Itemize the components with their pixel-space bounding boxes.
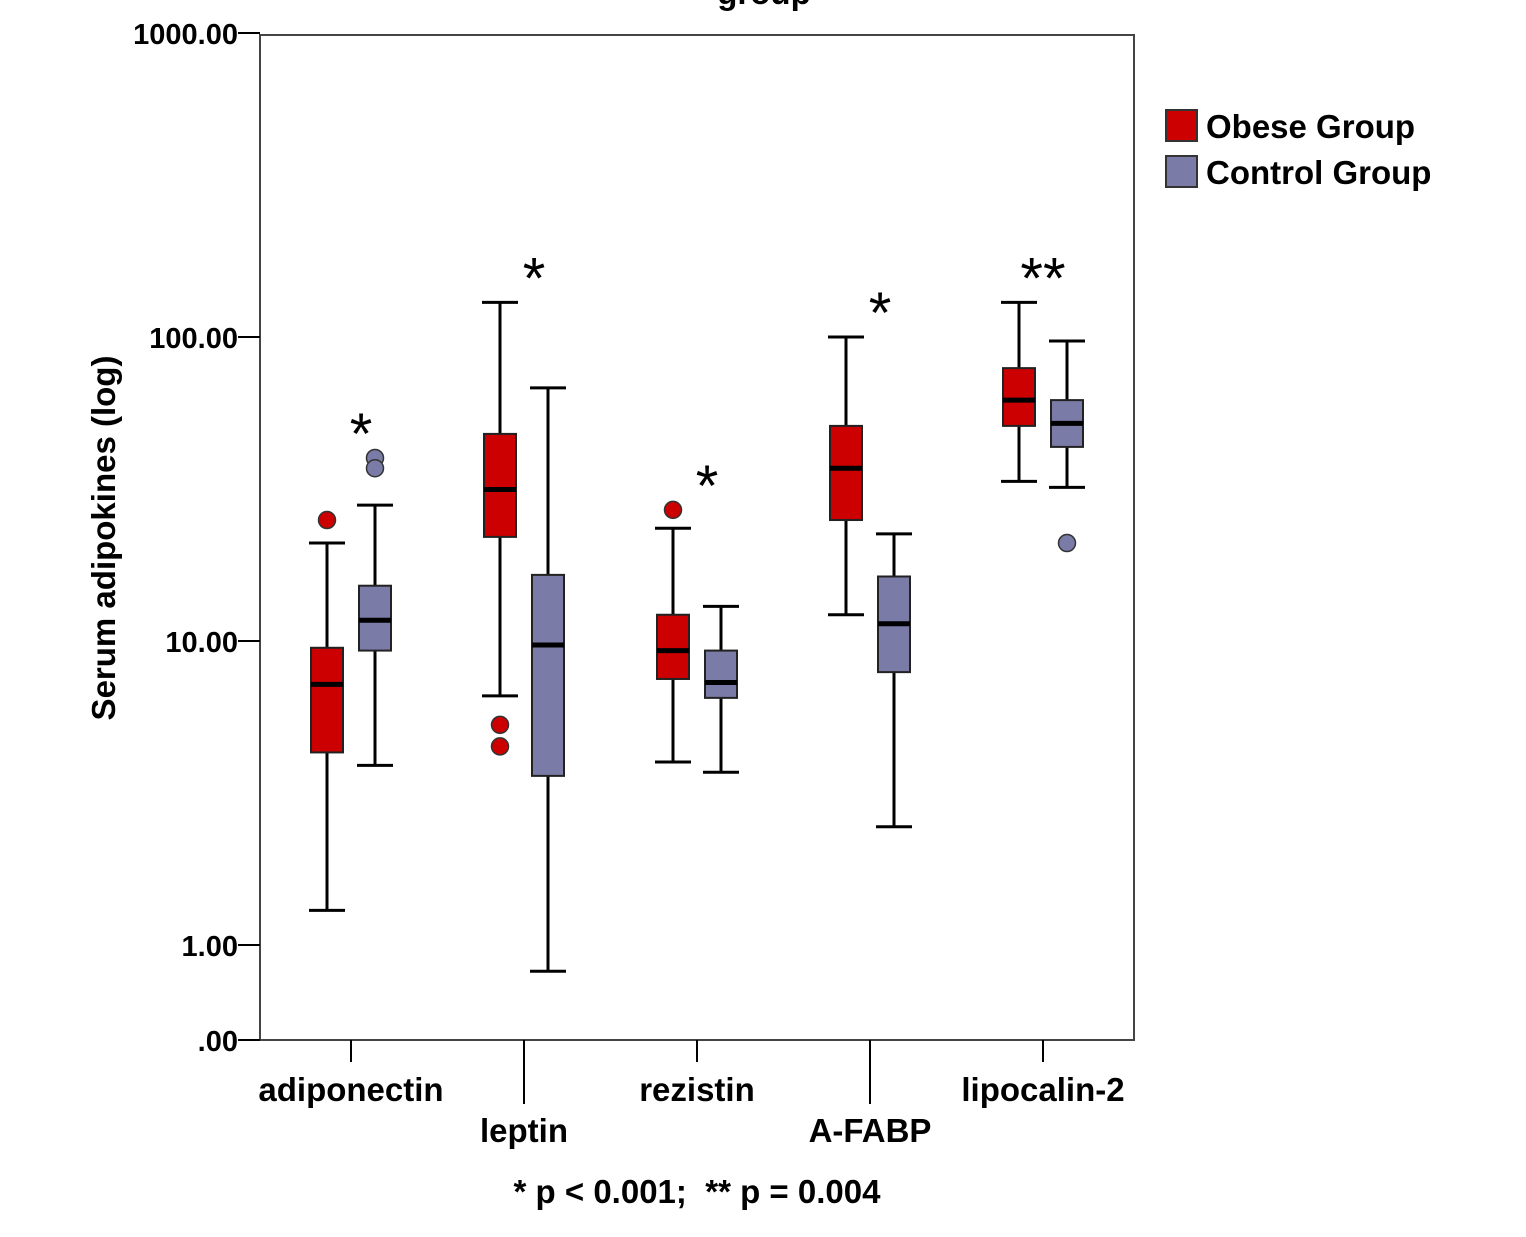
x-category-label: adiponectin xyxy=(258,1071,443,1108)
iqr-box xyxy=(310,646,344,754)
significance-mark: * xyxy=(350,402,373,467)
y-axis: .00 1.00 10.00 100.00 1000.00 xyxy=(133,19,260,1058)
iqr-box xyxy=(829,424,863,522)
box-A-FABP-obese xyxy=(828,335,864,617)
significance-marks: ****** xyxy=(350,246,1066,519)
box-rezistin-control xyxy=(703,604,739,774)
y-axis-title: Serum adipokines (log) xyxy=(85,356,122,721)
iqr-box xyxy=(1002,367,1036,427)
iqr-box xyxy=(483,432,517,538)
outlier-point xyxy=(490,737,510,756)
box-lipocalin-2-control xyxy=(1049,339,1085,553)
outlier-point xyxy=(490,715,510,735)
box-leptin-control xyxy=(530,386,566,973)
legend-swatch xyxy=(1165,155,1198,188)
box-series xyxy=(309,300,1085,973)
y-tick-label: 1000.00 xyxy=(133,19,238,51)
x-axis: adiponectin leptin rezistin A-FABP lipocalin… xyxy=(258,1040,1125,1149)
x-category-label: A-FABP xyxy=(809,1112,932,1149)
legend: Obese Group Control Group xyxy=(1165,108,1431,191)
y-tick-label: 1.00 xyxy=(182,931,238,963)
iqr-box xyxy=(656,613,690,680)
significance-mark: * xyxy=(696,454,719,519)
significance-mark: * xyxy=(869,281,892,346)
plot-area-frame xyxy=(259,34,1135,1041)
y-tick-label: .00 xyxy=(198,1026,238,1058)
y-tick-label: 10.00 xyxy=(165,627,238,659)
y-tick-label: 100.00 xyxy=(149,323,238,355)
box-adiponectin-control xyxy=(357,448,393,767)
x-category-label: rezistin xyxy=(639,1071,755,1108)
box-rezistin-obese xyxy=(655,500,691,764)
legend-swatch xyxy=(1165,109,1198,142)
significance-mark: * xyxy=(523,246,546,311)
box-leptin-obese xyxy=(482,300,518,756)
outlier-point xyxy=(663,500,683,520)
significance-mark: ** xyxy=(1020,246,1065,311)
legend-label: Obese Group xyxy=(1206,108,1415,145)
box-adiponectin-obese xyxy=(309,510,345,912)
box-A-FABP-control xyxy=(876,532,912,829)
x-category-label: lipocalin-2 xyxy=(961,1071,1124,1108)
iqr-box xyxy=(531,573,565,777)
chart-title: group xyxy=(717,0,810,11)
outlier-point xyxy=(1057,533,1077,553)
box-lipocalin-2-obese xyxy=(1001,300,1037,483)
significance-footnote: * p < 0.001; ** p = 0.004 xyxy=(514,1173,882,1210)
legend-label: Control Group xyxy=(1206,154,1431,191)
outlier-point xyxy=(365,459,385,478)
iqr-box xyxy=(704,649,738,699)
outlier-point xyxy=(317,510,337,530)
x-category-label: leptin xyxy=(480,1112,568,1149)
